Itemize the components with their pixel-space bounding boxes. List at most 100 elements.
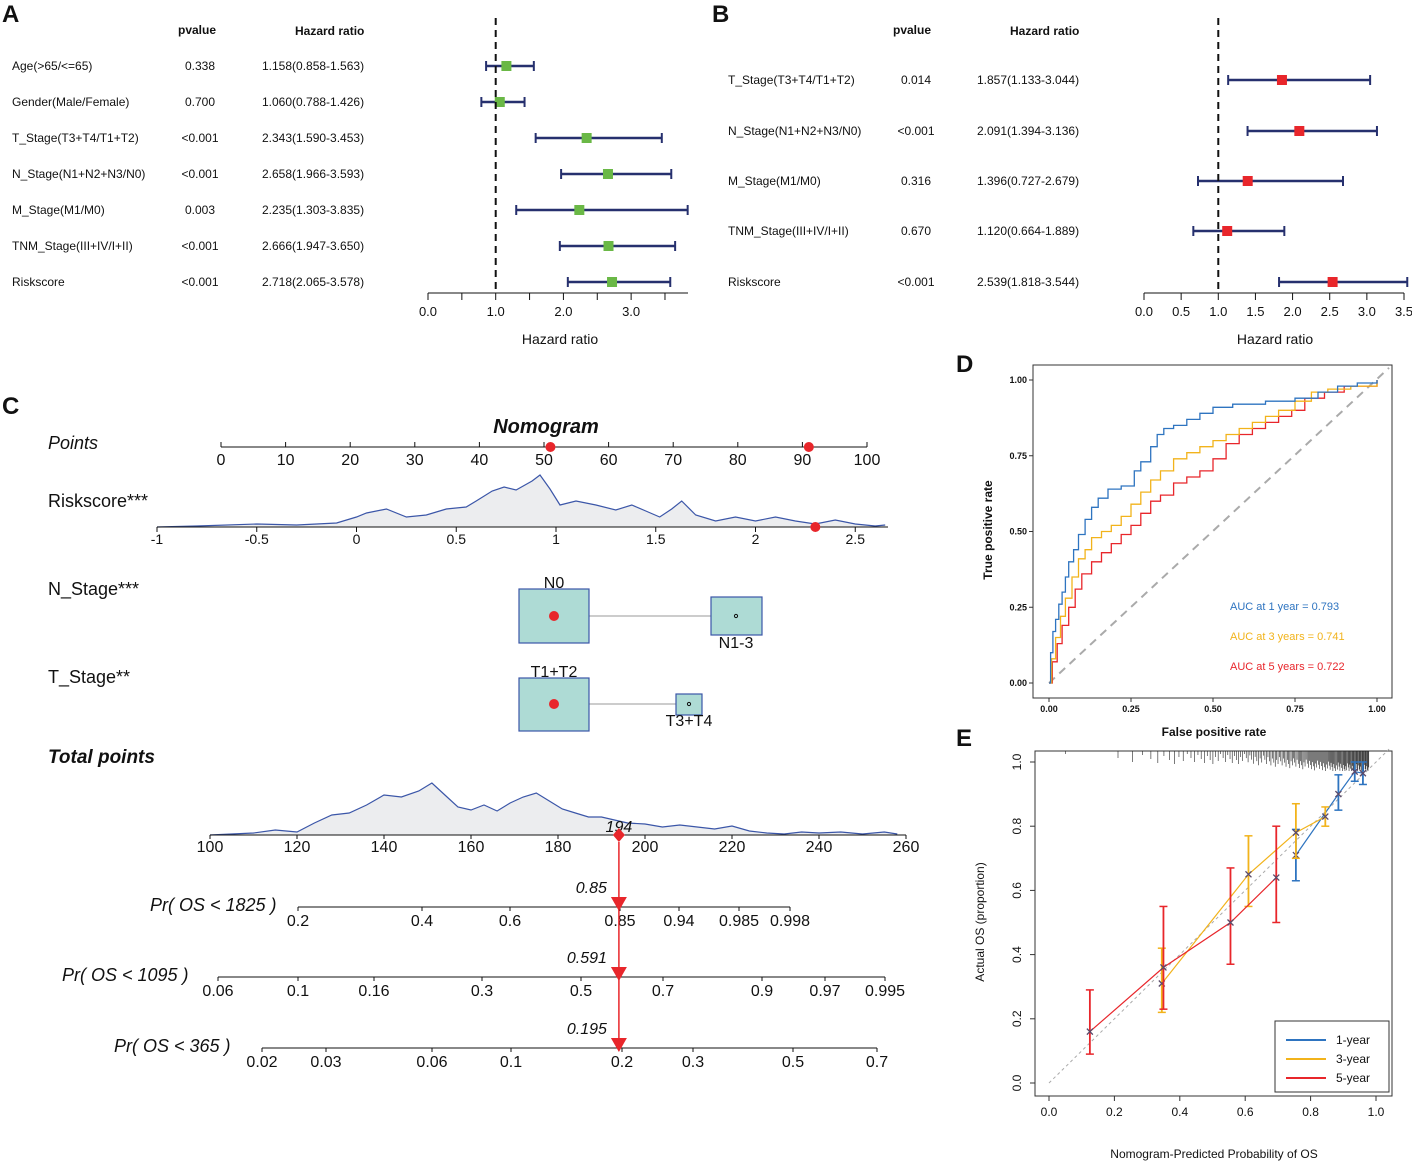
pr-tick-label: 0.2 (611, 1054, 633, 1071)
row-hr-text: 2.343(1.590-3.453) (262, 131, 364, 145)
calib-frame (1034, 750, 1393, 1097)
x-tick-label: 0.0 (419, 304, 437, 319)
pr-tick-label: 0.6 (499, 913, 521, 930)
row-hr-text: 2.235(1.303-3.835) (262, 203, 364, 217)
x-tick-label: 0.5 (1172, 304, 1190, 319)
riskscore-tick-label: -1 (151, 531, 164, 547)
pr-tick-label: 0.9 (751, 983, 773, 1000)
calib-x-tick-label: 1.0 (1368, 1105, 1385, 1119)
pr-tick-label: 0.06 (416, 1054, 447, 1071)
riskscore-tick-label: 0 (353, 531, 361, 547)
pr-tick-label: 0.5 (782, 1054, 804, 1071)
calib-y-tick-label: 0.2 (1010, 1010, 1024, 1027)
forest-plot-a: Age(>65/<=65) 0.338 1.158(0.858-1.563) Gend… (12, 18, 689, 319)
row-hr-text: 1.396(0.727-2.679) (977, 174, 1079, 188)
roc-auc-label: AUC at 5 years = 0.722 (1230, 661, 1345, 673)
riskscore-marker (810, 522, 821, 532)
row-label: Age(>65/<=65) (12, 59, 92, 73)
row-pvalue: 0.700 (185, 95, 215, 109)
row-label: T_Stage(T3+T4/T1+T2) (728, 73, 855, 87)
panel-b-hr-header: Hazard ratio (1010, 24, 1079, 38)
row-pvalue: 0.003 (185, 203, 215, 217)
x-tick-label: 2.0 (554, 304, 572, 319)
roc-x-tick-label: 1.00 (1368, 704, 1386, 714)
t34-dot (686, 701, 692, 707)
nomogram-title: Nomogram (493, 416, 599, 438)
pr-label: Pr( OS < 365 ) (114, 1036, 231, 1056)
riskscore-density-fill (157, 475, 886, 527)
roc-y-tick-label: 0.75 (1009, 451, 1027, 461)
total-tick-label: 240 (806, 839, 833, 856)
riskscore-tick-label: 2 (752, 531, 760, 547)
pr-tick-label: 0.4 (411, 913, 433, 930)
nomogram: 0 10 20 30 40 50 60 70 80 90 100 -1 -0.5 0 0.5 1 1.5 2 2.5… (62, 442, 919, 1071)
x-tick-label: 1.0 (487, 304, 505, 319)
pr-tick-label: 0.85 (604, 913, 635, 930)
riskscore-label: Riskscore*** (48, 491, 148, 511)
hr-point (602, 169, 613, 179)
panel-a-pvalue-header: pvalue (178, 23, 216, 37)
points-tick-label: 60 (600, 452, 618, 469)
roc-xlabel: False positive rate (1162, 725, 1267, 739)
x-tick-label: 1.0 (1209, 304, 1227, 319)
hr-point (607, 277, 618, 287)
points-tick-label: 10 (277, 452, 295, 469)
row-label: Riskscore (728, 275, 781, 289)
calib-x-tick-label: 0.2 (1106, 1105, 1123, 1119)
riskscore-tick-label: 1.5 (646, 531, 666, 547)
panel-d-letter: D (956, 351, 973, 378)
panel-b-pvalue-header: pvalue (893, 23, 931, 37)
riskscore-tick-label: 0.5 (447, 531, 467, 547)
pr-label: Pr( OS < 1095 ) (62, 965, 189, 985)
pr-tick-label: 0.97 (809, 983, 840, 1000)
pr-tick-label: 0.06 (202, 983, 233, 1000)
points-tick-label: 50 (535, 452, 553, 469)
roc-plot: 0.00 0.00 0.25 0.25 0.50 0.50 0.75 0.75 1.00 1.00… (1009, 364, 1393, 714)
pr-value-label: 0.591 (567, 950, 607, 967)
calib-line-1 (1161, 816, 1326, 984)
row-hr-text: 2.091(1.394-3.136) (977, 124, 1079, 138)
calib-point (1272, 874, 1280, 882)
row-hr-text: 2.539(1.818-3.544) (977, 275, 1079, 289)
row-pvalue: <0.001 (181, 131, 218, 145)
riskscore-tick-label: 2.5 (846, 531, 866, 547)
roc-y-tick-label: 0.00 (1009, 678, 1027, 688)
calib-legend-label: 1-year (1336, 1033, 1370, 1047)
calib-x-tick-label: 0.4 (1171, 1105, 1188, 1119)
pr-tick-label: 0.998 (770, 913, 810, 930)
x-tick-label: 1.5 (1246, 304, 1264, 319)
calib-line-2 (1089, 877, 1277, 1033)
points-tick-label: 100 (854, 452, 881, 469)
pr-tick-label: 0.1 (500, 1054, 522, 1071)
t12-marker (549, 699, 559, 709)
row-label: T_Stage(T3+T4/T1+T2) (12, 131, 139, 145)
x-tick-label: 2.0 (1284, 304, 1302, 319)
n-stage-label: N_Stage*** (48, 579, 139, 600)
calib-line-0 (1295, 770, 1364, 856)
points-tick-label: 20 (341, 452, 359, 469)
pr-value-label: 0.85 (576, 880, 607, 897)
row-label: Gender(Male/Female) (12, 95, 129, 109)
row-hr-text: 1.120(0.664-1.889) (977, 224, 1079, 238)
calib-x-tick-label: 0.0 (1041, 1105, 1058, 1119)
row-pvalue: <0.001 (897, 124, 934, 138)
calib-ylabel: Actual OS (proportion) (973, 862, 987, 981)
points-tick-label: 0 (217, 452, 226, 469)
roc-auc-label: AUC at 3 years = 0.741 (1230, 631, 1345, 643)
pr-label: Pr( OS < 1825 ) (150, 895, 277, 915)
row-pvalue: <0.001 (897, 275, 934, 289)
row-label: TNM_Stage(III+IV/I+II) (728, 224, 849, 238)
roc-curve-2 (1049, 380, 1378, 684)
pr-tick-label: 0.5 (570, 983, 592, 1000)
t12-label: T1+T2 (531, 664, 578, 681)
calib-point (1086, 1028, 1094, 1036)
points-tick-label: 30 (406, 452, 424, 469)
calib-point (1245, 870, 1252, 878)
row-pvalue: 0.316 (901, 174, 931, 188)
calibration-plot: 0.0 0.2 0.4 0.6 0.8 1.0 0.0 0.2 0.4 0.6 0.8 1.0 1-ye… (1010, 748, 1393, 1119)
row-hr-text: 1.857(1.133-3.044) (977, 73, 1079, 87)
points-marker (803, 442, 814, 452)
panel-e-letter: E (956, 725, 972, 752)
total-value-label: 194 (606, 819, 633, 836)
